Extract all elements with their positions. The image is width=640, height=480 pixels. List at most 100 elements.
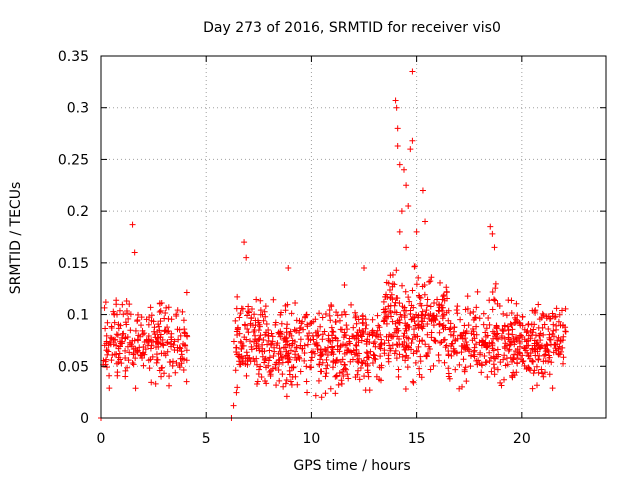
x-tick-label: 5 bbox=[202, 431, 211, 447]
data-point bbox=[283, 393, 290, 400]
data-point bbox=[394, 342, 401, 349]
data-point bbox=[163, 304, 170, 311]
data-point bbox=[461, 368, 468, 375]
data-point bbox=[127, 311, 134, 318]
data-point bbox=[552, 341, 559, 348]
data-point bbox=[439, 322, 446, 329]
data-point bbox=[423, 353, 430, 360]
data-point bbox=[310, 336, 317, 343]
data-point bbox=[106, 385, 113, 392]
data-point bbox=[422, 341, 429, 348]
data-point bbox=[508, 310, 515, 317]
data-point bbox=[279, 359, 286, 366]
data-point bbox=[482, 333, 489, 340]
data-point bbox=[230, 402, 237, 409]
data-point bbox=[114, 332, 121, 339]
data-point bbox=[463, 344, 470, 351]
data-point bbox=[176, 344, 183, 351]
data-point bbox=[433, 313, 440, 320]
data-point bbox=[164, 324, 171, 331]
data-point bbox=[540, 373, 547, 380]
data-point bbox=[452, 336, 459, 343]
data-point bbox=[275, 366, 282, 373]
data-point bbox=[183, 378, 190, 385]
data-point bbox=[409, 315, 416, 322]
data-point bbox=[527, 367, 534, 374]
data-point bbox=[447, 320, 454, 327]
data-point bbox=[174, 307, 181, 314]
data-point bbox=[327, 317, 334, 324]
data-point bbox=[124, 334, 131, 341]
data-point bbox=[501, 376, 508, 383]
data-point bbox=[362, 360, 369, 367]
data-point bbox=[243, 336, 250, 343]
data-point bbox=[380, 318, 387, 325]
data-point bbox=[332, 334, 339, 341]
data-point bbox=[299, 345, 306, 352]
data-point bbox=[395, 319, 402, 326]
data-point bbox=[257, 363, 264, 370]
data-point bbox=[243, 254, 250, 261]
x-tick-label: 0 bbox=[97, 431, 106, 447]
data-point bbox=[407, 311, 414, 318]
data-point bbox=[468, 330, 475, 337]
data-point bbox=[243, 372, 250, 379]
data-point bbox=[332, 390, 339, 397]
data-point bbox=[113, 342, 120, 349]
data-point bbox=[341, 361, 348, 368]
data-point bbox=[383, 279, 390, 286]
y-tick-label: 0.3 bbox=[67, 101, 89, 117]
data-point bbox=[405, 335, 412, 342]
data-point bbox=[477, 351, 484, 358]
data-point bbox=[337, 344, 344, 351]
data-point bbox=[334, 342, 341, 349]
data-point bbox=[343, 322, 350, 329]
data-point bbox=[237, 361, 244, 368]
data-point bbox=[549, 310, 556, 317]
data-point bbox=[289, 337, 296, 344]
data-point bbox=[166, 382, 173, 389]
data-point bbox=[132, 385, 139, 392]
data-point bbox=[535, 301, 542, 308]
data-point bbox=[395, 373, 402, 380]
data-point bbox=[404, 343, 411, 350]
axis-ticks: 0 0.05 0.1 0.15 0.2 0.25 0.3 0.35 0 5 10 15 20 bbox=[58, 49, 606, 447]
data-point bbox=[428, 334, 435, 341]
data-point bbox=[355, 316, 362, 323]
data-point bbox=[116, 343, 123, 350]
data-point bbox=[385, 337, 392, 344]
data-point bbox=[409, 137, 416, 144]
data-point bbox=[317, 356, 324, 363]
data-point bbox=[559, 337, 566, 344]
data-point bbox=[393, 355, 400, 362]
data-point bbox=[234, 332, 241, 339]
data-point bbox=[344, 371, 351, 378]
data-point bbox=[540, 331, 547, 338]
data-point bbox=[316, 361, 323, 368]
data-point bbox=[464, 293, 471, 300]
data-point bbox=[425, 350, 432, 357]
data-point bbox=[321, 328, 328, 335]
data-point bbox=[285, 359, 292, 366]
data-point bbox=[415, 292, 422, 299]
data-point bbox=[147, 304, 154, 311]
data-point bbox=[440, 292, 447, 299]
data-point bbox=[445, 365, 452, 372]
data-point bbox=[492, 280, 499, 287]
data-point bbox=[462, 364, 469, 371]
data-point bbox=[516, 343, 523, 350]
data-point bbox=[416, 365, 423, 372]
data-point bbox=[137, 352, 144, 359]
data-point bbox=[241, 239, 248, 246]
data-point bbox=[336, 348, 343, 355]
data-point bbox=[557, 338, 564, 345]
data-point bbox=[263, 364, 270, 371]
data-point bbox=[116, 350, 123, 357]
data-point bbox=[419, 312, 426, 319]
data-point bbox=[501, 335, 508, 342]
data-point bbox=[391, 309, 398, 316]
data-point bbox=[448, 340, 455, 347]
data-point bbox=[493, 324, 500, 331]
data-point bbox=[369, 332, 376, 339]
